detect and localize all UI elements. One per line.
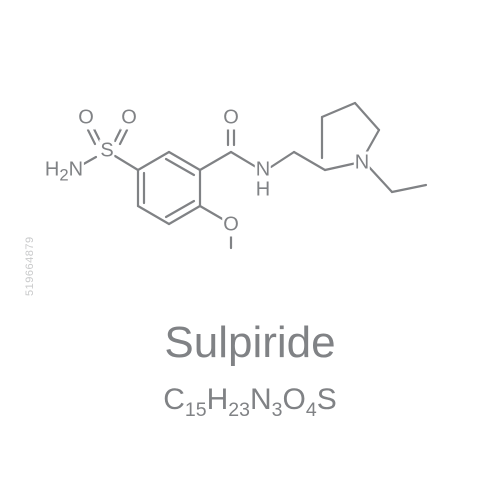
- bond-layer: [0, 0, 500, 500]
- molecule-diagram: H2NSOOOONHN Sulpiride C15H23N3O4S 519664…: [0, 0, 500, 500]
- atom-label: O: [222, 107, 240, 130]
- watermark-id: 519664879: [24, 236, 36, 296]
- atom-label: O: [120, 107, 138, 130]
- atom-label: H: [255, 179, 271, 202]
- atom-label: N: [354, 152, 370, 175]
- atom-label: O: [77, 107, 95, 130]
- compound-title: Sulpiride: [164, 318, 335, 368]
- molecular-formula: C15H23N3O4S: [163, 383, 337, 422]
- atom-label: O: [222, 214, 240, 237]
- atom-label: H2N: [44, 159, 84, 186]
- atom-label: S: [99, 140, 114, 163]
